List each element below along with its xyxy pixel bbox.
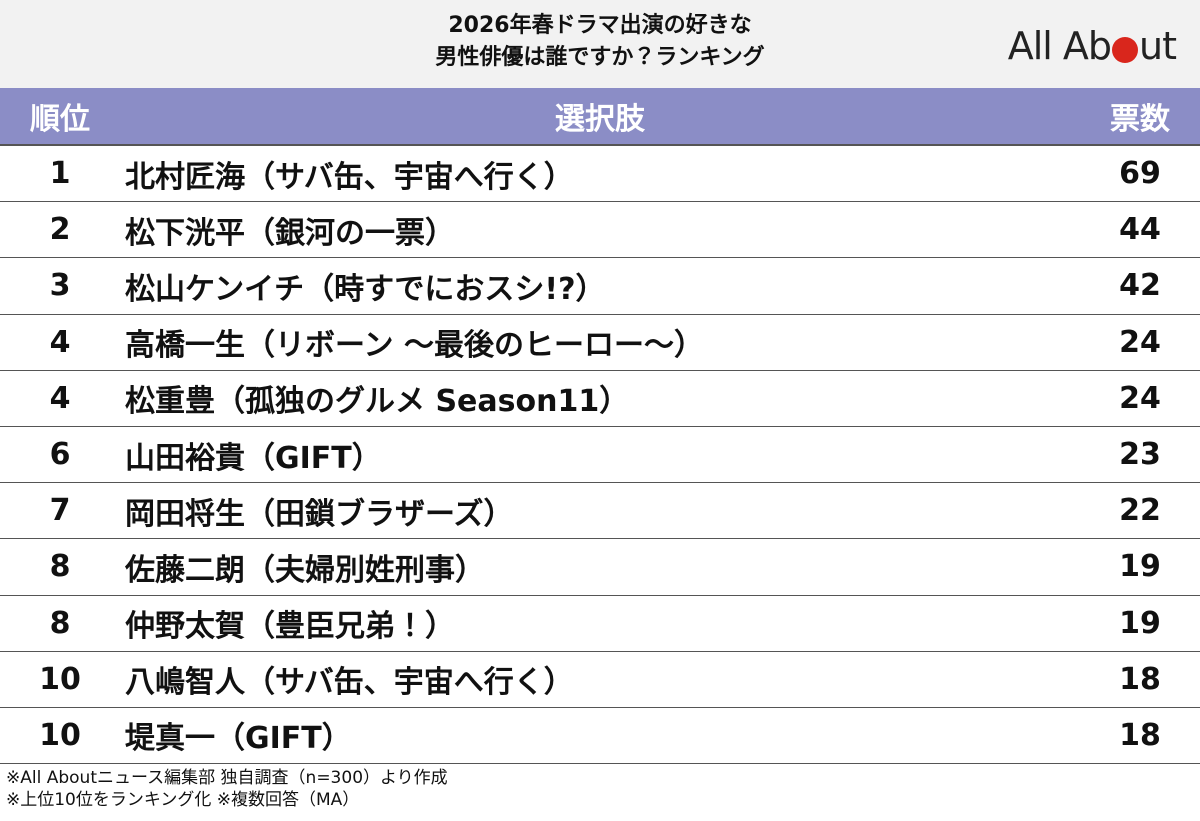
table-row: 4 高橋一生（リボーン ～最後のヒーロー～） 24 xyxy=(0,315,1200,371)
logo-text: All Ab xyxy=(1007,24,1112,68)
rank: 8 xyxy=(49,605,71,641)
column-header: 選択肢 xyxy=(555,102,645,137)
title-line: 男性俳優は誰ですか？ランキング xyxy=(435,45,765,70)
table-row: 4 松重豊（孤独のグルメ Season11） 24 xyxy=(0,371,1200,427)
logo-dot xyxy=(1112,37,1139,63)
choice: 仲野太賀（豊臣兄弟！） xyxy=(125,609,455,645)
table-row: 1 北村匠海（サバ缶、宇宙へ行く） 69 xyxy=(0,146,1200,203)
rank: 7 xyxy=(49,493,71,529)
title: 2026年春ドラマ出演の好きな 男性俳優は誰ですか？ランキング xyxy=(0,10,1200,74)
votes: 22 xyxy=(1119,493,1161,529)
logo: All Ab ut xyxy=(1007,24,1177,68)
choice: 高橋一生（リボーン ～最後のヒーロー～） xyxy=(125,328,704,364)
rank: 2 xyxy=(49,212,71,248)
votes: 24 xyxy=(1119,324,1161,360)
table-body: 1 北村匠海（サバ缶、宇宙へ行く） 69 2 松下洸平（銀河の一票） 44 3 松山ケンイチ（… xyxy=(0,146,1200,765)
table-row: 10 堤真一（GIFT） 18 xyxy=(0,708,1200,765)
table-header: 順位 選択肢 票数 xyxy=(0,88,1200,146)
votes: 19 xyxy=(1119,549,1161,585)
votes: 24 xyxy=(1119,380,1161,416)
choice: 佐藤二朗（夫婦別姓刑事） xyxy=(125,552,485,588)
choice: 松重豊（孤独のグルメ Season11） xyxy=(125,384,630,420)
rank: 4 xyxy=(49,380,71,416)
choice: 山田裕貴（GIFT） xyxy=(125,440,382,476)
table-row: 2 松下洸平（銀河の一票） 44 xyxy=(0,202,1200,259)
votes: 19 xyxy=(1119,605,1161,641)
table-row: 7 岡田将生（田鎖ブラザーズ） 22 xyxy=(0,483,1200,540)
table-row: 6 山田裕貴（GIFT） 23 xyxy=(0,427,1200,484)
footnote: ※上位10位をランキング化 ※複数回答（MA） xyxy=(6,790,360,810)
column-header: 票数 xyxy=(1110,102,1170,137)
rank: 1 xyxy=(49,156,71,192)
rank: 6 xyxy=(49,437,71,473)
votes: 69 xyxy=(1119,156,1161,192)
rank: 3 xyxy=(49,268,71,304)
choice: 堤真一（GIFT） xyxy=(125,721,352,757)
choice: 北村匠海（サバ缶、宇宙へ行く） xyxy=(125,159,574,195)
table-row: 8 佐藤二朗（夫婦別姓刑事） 19 xyxy=(0,539,1200,596)
table-row: 3 松山ケンイチ（時すでにおスシ!?） 42 xyxy=(0,258,1200,315)
header: 2026年春ドラマ出演の好きな 男性俳優は誰ですか？ランキング All Ab ut xyxy=(0,0,1200,88)
votes: 42 xyxy=(1119,268,1161,304)
rank: 4 xyxy=(49,324,71,360)
choice: 松山ケンイチ（時すでにおスシ!?） xyxy=(125,271,606,307)
choice: 八嶋智人（サバ缶、宇宙へ行く） xyxy=(125,665,574,701)
footnote: ※All Aboutニュース編集部 独自調査（n=300）より作成 xyxy=(6,768,448,788)
votes: 44 xyxy=(1119,212,1161,248)
votes: 18 xyxy=(1119,717,1161,753)
choice: 岡田将生（田鎖ブラザーズ） xyxy=(125,496,514,532)
logo-text: ut xyxy=(1139,24,1177,68)
table-row: 10 八嶋智人（サバ缶、宇宙へ行く） 18 xyxy=(0,652,1200,708)
title-line: 2026年春ドラマ出演の好きな xyxy=(448,13,752,38)
rank: 8 xyxy=(49,549,71,585)
rank: 10 xyxy=(39,717,81,753)
rank: 10 xyxy=(39,661,81,697)
choice: 松下洸平（銀河の一票） xyxy=(125,215,455,251)
table-row: 8 仲野太賀（豊臣兄弟！） 19 xyxy=(0,596,1200,652)
footnotes: ※All Aboutニュース編集部 独自調査（n=300）より作成 ※上位10位… xyxy=(6,767,448,811)
column-header: 順位 xyxy=(30,102,90,137)
votes: 18 xyxy=(1119,661,1161,697)
votes: 23 xyxy=(1119,437,1161,473)
